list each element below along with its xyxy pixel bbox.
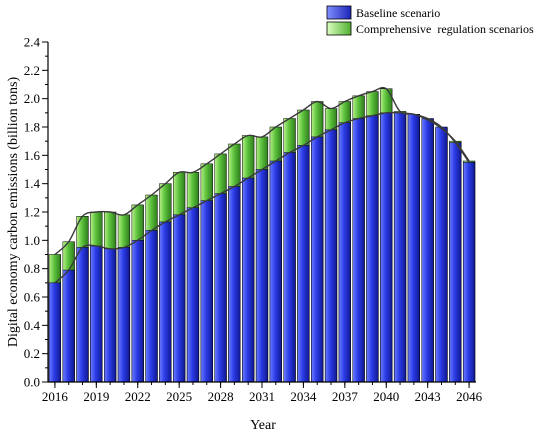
x-tick-label: 2034 [290, 389, 317, 404]
y-axis-title: Digital economy carbon emissions (billio… [6, 77, 21, 348]
bar-baseline-2036 [324, 129, 338, 383]
bar-baseline-2042 [407, 114, 420, 383]
bar-baseline-2017 [62, 269, 75, 383]
bar-baseline-2030 [242, 177, 255, 383]
legend-label-regulation: Comprehensive regulation scenarios [356, 22, 534, 36]
y-tick-label: 0.8 [24, 261, 40, 276]
legend-label-baseline: Baseline scenario [356, 6, 440, 20]
x-tick-label: 2028 [208, 389, 234, 404]
legend-swatch-regulation [326, 21, 352, 36]
bar-baseline-2046 [462, 162, 476, 383]
bar-baseline-2039 [366, 115, 379, 383]
y-tick-label: 0.2 [24, 346, 40, 361]
x-tick-label: 2037 [332, 389, 359, 404]
bar-baseline-2032 [269, 160, 282, 383]
x-tick-label: 2031 [249, 389, 275, 404]
legend-swatch-baseline [326, 5, 352, 20]
bar-baseline-2018 [76, 247, 89, 383]
bar-baseline-2029 [228, 186, 241, 383]
bar-baseline-2038 [352, 118, 365, 383]
bar-baseline-2045 [449, 142, 462, 383]
bar-baseline-2022 [131, 240, 144, 383]
x-tick-label: 2043 [415, 389, 441, 404]
y-tick-label: 1.2 [24, 205, 40, 220]
trend-lines-layer [54, 86, 470, 284]
y-axis-ticks: 0.0 0.2 0.4 0.6 0.8 1.0 1.2 1.4 1.6 1.8 2.0 2.2 2.4 [24, 35, 48, 390]
bar-baseline-2035 [311, 136, 324, 383]
x-tick-label: 2016 [42, 389, 69, 404]
bar-baseline-2027 [200, 200, 213, 383]
bar-baseline-2033 [283, 152, 296, 383]
bar-baseline-2021 [117, 247, 131, 383]
bar-baseline-2044 [435, 126, 448, 383]
x-axis-title: Year [250, 418, 276, 433]
bar-baseline-2023 [145, 230, 158, 383]
bar-baseline-2041 [393, 112, 407, 383]
bar-baseline-2024 [159, 221, 172, 383]
trend-line-regulation [54, 86, 470, 256]
bar-baseline-2026 [186, 207, 200, 383]
x-axis-ticks: 2016 2019 2022 2025 2028 2031 2034 2037 2040 2043… [42, 382, 483, 404]
x-tick-label: 2040 [373, 389, 399, 404]
x-tick-label: 2025 [166, 389, 192, 404]
bar-baseline-2020 [104, 248, 117, 383]
x-tick-label: 2022 [125, 389, 151, 404]
y-tick-label: 0.6 [24, 290, 41, 305]
bar-baseline-2037 [338, 122, 351, 383]
bar-baseline-2019 [90, 245, 103, 383]
bar-baseline-2025 [173, 214, 186, 383]
bar-baseline-2031 [255, 169, 269, 383]
y-tick-label: 1.0 [24, 233, 40, 248]
y-tick-label: 2.2 [24, 63, 40, 78]
y-tick-label: 1.6 [24, 148, 41, 163]
bar-baseline-2034 [297, 145, 310, 383]
bar-baseline-2028 [214, 193, 227, 383]
y-tick-label: 1.8 [24, 120, 40, 135]
bar-baseline-2016 [48, 282, 62, 383]
bars-layer [48, 88, 476, 383]
y-tick-label: 0.4 [24, 318, 41, 333]
bar-baseline-2040 [380, 112, 393, 383]
trend-line-baseline [54, 111, 470, 284]
bar-baseline-2043 [421, 118, 434, 383]
legend: Baseline scenario Comprehensive regulati… [326, 5, 534, 36]
y-tick-label: 0.0 [24, 375, 40, 390]
y-tick-label: 2.0 [24, 91, 40, 106]
x-tick-label: 2019 [83, 389, 109, 404]
y-tick-label: 2.4 [24, 35, 41, 50]
x-tick-label: 2046 [456, 389, 483, 404]
y-tick-label: 1.4 [24, 176, 41, 191]
